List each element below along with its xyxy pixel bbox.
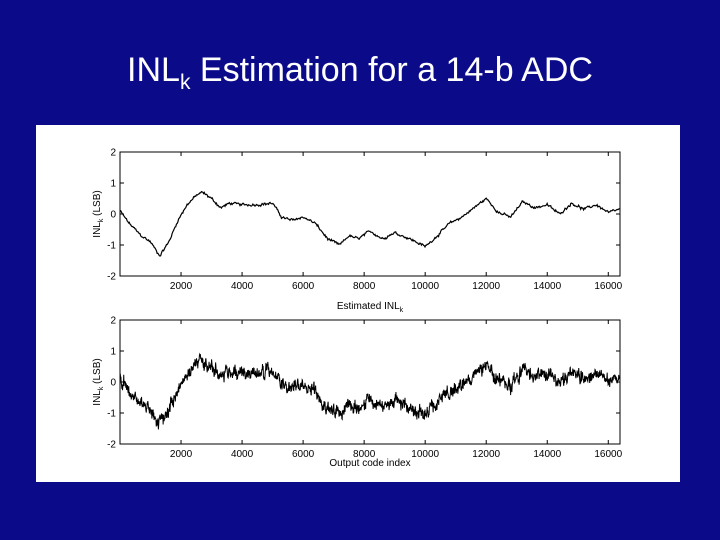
slide-title: INLk Estimation for a 14-b ADC: [0, 46, 720, 107]
x-tick-label: 6000: [292, 281, 315, 292]
tick-group: 2000 4000 6000 8000 10000 12000 14000 16000 2 1 0 -…: [107, 148, 623, 293]
svg-text:INLk (LSB): INLk (LSB): [92, 190, 105, 237]
x-tick-label: 12000: [472, 281, 500, 292]
series-line: [119, 352, 621, 430]
x-tick-label: 2000: [170, 281, 193, 292]
x-tick-label: 14000: [533, 449, 561, 460]
y-tick-label: -1: [107, 241, 116, 252]
y-tick-label: 1: [110, 347, 116, 358]
x-tick-label: 12000: [472, 449, 500, 460]
y-tick-label: 2: [110, 316, 116, 327]
tick-group: 2000 4000 6000 8000 10000 12000 14000 16000 2 1 0 -…: [107, 316, 623, 461]
x-axis-label: Estimated INLk: [337, 301, 404, 314]
y-tick-label: 0: [110, 378, 116, 389]
y-tick-label: 2: [110, 148, 116, 159]
plot-estimated-inl: 2000 4000 6000 8000 10000 12000 14000 16000 2 1 0 -…: [92, 148, 623, 315]
y-tick-label: 1: [110, 179, 116, 190]
svg-text:INLk (LSB): INLk (LSB): [92, 358, 105, 405]
y-tick-label: -2: [107, 440, 116, 451]
x-tick-label: 2000: [170, 449, 193, 460]
x-tick-label: 6000: [292, 449, 315, 460]
series-line: [119, 190, 621, 257]
x-tick-label: 16000: [594, 449, 622, 460]
title-subscript: k: [179, 71, 191, 94]
y-axis-label: INLk (LSB): [92, 190, 105, 237]
plot-frame: [119, 151, 621, 277]
plot-frame: [119, 319, 621, 445]
y-axis-label: INLk (LSB): [92, 358, 105, 405]
title-main: INL: [127, 51, 180, 89]
x-tick-label: 4000: [231, 449, 254, 460]
y-tick-label: 0: [110, 210, 116, 221]
x-tick-label: 10000: [411, 281, 439, 292]
x-axis-label: Output code index: [329, 458, 410, 469]
x-tick-label: 10000: [411, 449, 439, 460]
figure-panel: 2000 4000 6000 8000 10000 12000 14000 16000 2 1 0-…: [36, 125, 680, 482]
x-tick-label: 14000: [533, 281, 561, 292]
plot-output-code-index: 2000 4000 6000 8000 10000 12000 14000 16000 2 1 0 -…: [92, 316, 623, 470]
y-tick-label: -2: [107, 272, 116, 283]
x-tick-label: 4000: [231, 281, 254, 292]
x-tick-label: 8000: [353, 449, 376, 460]
x-tick-label: 8000: [353, 281, 376, 292]
y-tick-label: -1: [107, 409, 116, 420]
x-tick-label: 16000: [594, 281, 622, 292]
title-rest: Estimation for a 14-b ADC: [190, 51, 593, 89]
chart-figure: 2000 4000 6000 8000 10000 12000 14000 16000210-…: [92, 148, 623, 470]
